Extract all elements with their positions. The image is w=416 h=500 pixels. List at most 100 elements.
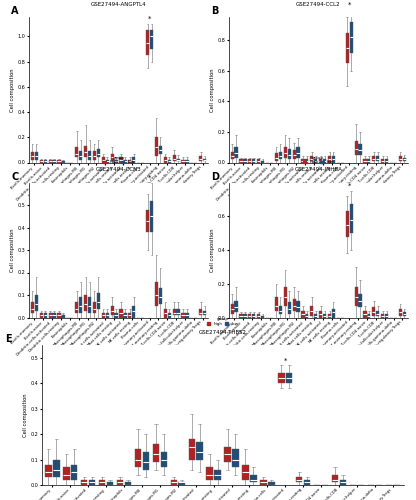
Bar	[314, 160, 317, 162]
Bar	[346, 33, 349, 64]
Bar	[372, 156, 376, 161]
Bar	[52, 160, 56, 162]
Bar	[214, 470, 221, 480]
Bar	[168, 160, 171, 162]
Bar	[381, 160, 384, 162]
Bar	[114, 313, 118, 318]
Bar	[332, 309, 335, 318]
Bar	[99, 480, 105, 485]
Bar	[107, 482, 113, 485]
Bar	[123, 160, 126, 162]
Bar	[150, 200, 153, 232]
Bar	[364, 160, 366, 162]
Bar	[199, 156, 202, 161]
Bar	[243, 160, 247, 162]
Bar	[364, 310, 366, 318]
Bar	[268, 482, 275, 485]
Bar	[146, 210, 149, 232]
Bar	[284, 147, 287, 158]
Bar	[328, 156, 331, 162]
Bar	[403, 312, 406, 316]
Bar	[31, 152, 34, 160]
Bar	[250, 475, 257, 482]
Bar	[279, 306, 282, 314]
Bar	[328, 314, 331, 318]
Bar	[79, 151, 82, 160]
Bar	[97, 148, 100, 158]
Bar	[287, 149, 291, 160]
Bar	[111, 306, 114, 316]
Bar	[248, 314, 251, 318]
Bar	[61, 161, 64, 162]
Bar	[359, 294, 362, 308]
Bar	[31, 302, 34, 313]
Bar	[203, 310, 206, 316]
Bar	[81, 480, 87, 485]
Bar	[188, 439, 195, 460]
Bar	[63, 467, 69, 480]
Text: A: A	[11, 6, 19, 16]
Y-axis label: Cell composition: Cell composition	[10, 228, 15, 272]
Bar	[181, 313, 185, 318]
Bar	[84, 146, 87, 158]
Bar	[302, 160, 305, 162]
Bar	[305, 160, 309, 162]
Bar	[128, 313, 131, 318]
Bar	[314, 314, 317, 318]
Bar	[385, 160, 388, 162]
Bar	[35, 152, 38, 160]
Bar	[114, 160, 118, 162]
Bar	[367, 314, 371, 318]
Bar	[93, 151, 96, 160]
Text: B: B	[211, 6, 218, 16]
Bar	[346, 211, 349, 236]
Bar	[75, 302, 78, 313]
Bar	[173, 155, 176, 161]
Bar	[132, 158, 135, 162]
Bar	[97, 292, 100, 308]
Bar	[367, 160, 371, 162]
Bar	[260, 480, 267, 485]
Bar	[49, 160, 52, 162]
Bar	[181, 160, 185, 162]
Bar	[399, 156, 402, 161]
Text: *: *	[284, 358, 287, 364]
Bar	[102, 158, 105, 162]
Text: *: *	[347, 183, 351, 189]
Title: GSE27494-ANGPTL4: GSE27494-ANGPTL4	[91, 2, 146, 7]
Bar	[119, 158, 123, 162]
Y-axis label: Cell composition: Cell composition	[210, 228, 215, 272]
Bar	[132, 306, 135, 318]
Bar	[61, 316, 64, 318]
Bar	[161, 452, 167, 467]
Bar	[93, 302, 96, 313]
Bar	[287, 302, 291, 314]
Text: *: *	[148, 16, 151, 22]
Bar	[173, 308, 176, 316]
Bar	[143, 452, 149, 469]
Bar	[279, 152, 282, 160]
Bar	[153, 444, 159, 462]
Y-axis label: Cell composition: Cell composition	[22, 393, 27, 437]
Bar	[399, 309, 402, 316]
Bar	[164, 308, 167, 318]
Text: *: *	[148, 174, 151, 180]
Bar	[71, 464, 77, 480]
Bar	[372, 308, 376, 316]
Bar	[376, 310, 379, 316]
Bar	[171, 480, 177, 485]
Bar	[186, 160, 188, 162]
Bar	[310, 156, 314, 161]
Bar	[286, 373, 292, 383]
Bar	[44, 313, 47, 318]
Bar	[57, 313, 61, 318]
Bar	[323, 314, 326, 318]
Bar	[155, 138, 158, 156]
Bar	[385, 314, 388, 318]
Bar	[296, 478, 302, 482]
Bar	[261, 161, 264, 162]
Bar	[106, 160, 109, 162]
Bar	[57, 160, 61, 162]
Bar	[252, 160, 255, 162]
Bar	[125, 482, 131, 485]
